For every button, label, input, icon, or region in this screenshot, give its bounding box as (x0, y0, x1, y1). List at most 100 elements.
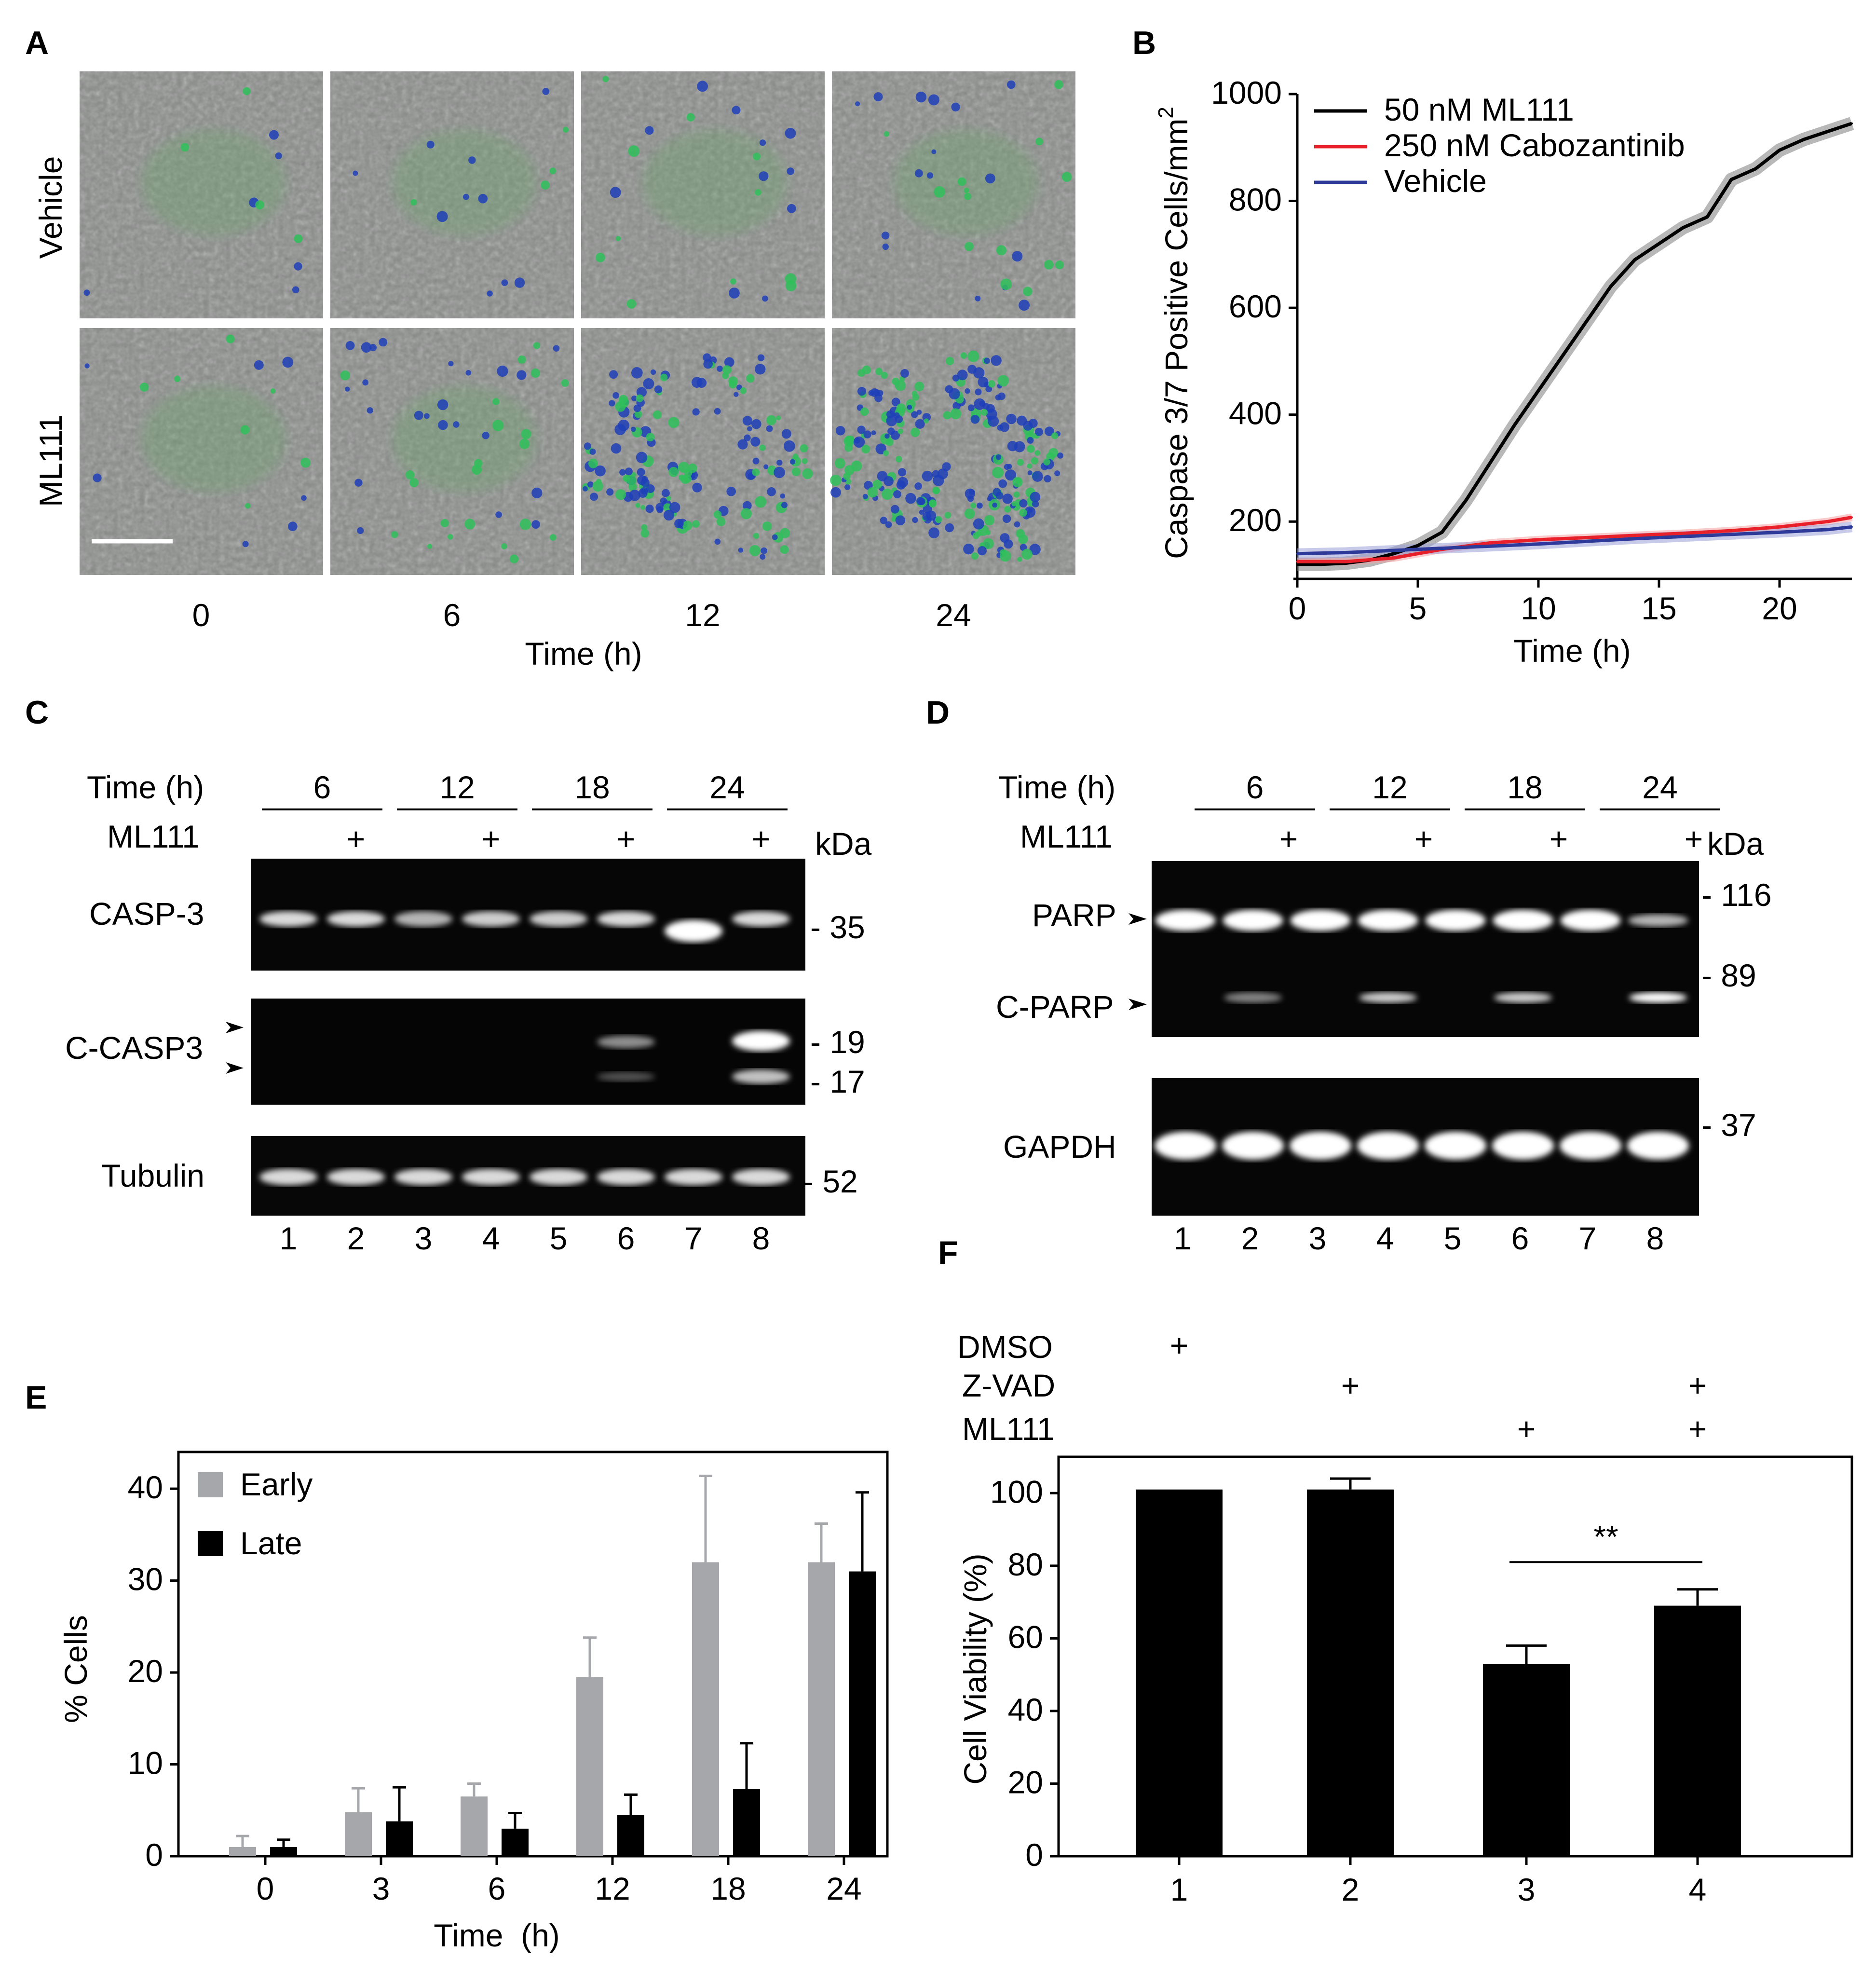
b-data-point (1682, 535, 1684, 538)
blot-band (1425, 910, 1486, 931)
lane-number: 4 (482, 1220, 500, 1256)
b-data-point (1827, 528, 1829, 531)
micrograph-tile (581, 328, 825, 575)
marker-116: - 116 (1701, 877, 1772, 913)
b-data-point (1586, 320, 1588, 322)
blot-band (597, 1169, 655, 1185)
panel-d-kda: kDa (1707, 826, 1764, 862)
b-legend-label: 50 nM ML111 (1384, 92, 1574, 127)
blot-band (1629, 992, 1687, 1003)
lane-time-label: 24 (709, 769, 745, 805)
condition-plus: + (1688, 1368, 1707, 1403)
b-xtick-label: 15 (1641, 590, 1676, 626)
micrograph-tile (80, 328, 323, 575)
b-data-point (1537, 538, 1539, 541)
blot-band (1223, 910, 1283, 931)
b-data-point (1754, 168, 1756, 170)
b-data-point (1682, 226, 1684, 229)
timepoint-label-6: 6 (443, 597, 461, 633)
condition-plus: + (1688, 1411, 1707, 1447)
treatment-plus: + (1550, 821, 1568, 857)
f-xtick-label: 3 (1518, 1872, 1536, 1907)
arrowhead-17-icon (226, 1062, 244, 1074)
lane-number: 8 (1646, 1220, 1664, 1256)
blot-band (462, 911, 520, 927)
blot-band (1493, 910, 1553, 931)
b-data-point (1562, 355, 1563, 357)
e-legend-label: Late (240, 1525, 302, 1561)
blot-label-c-casp3: C-CASP3 (65, 1030, 203, 1066)
panel-d-treatment-label: ML111 (1020, 819, 1113, 854)
b-xtick-label: 10 (1521, 590, 1556, 626)
lane-time-label: 24 (1642, 769, 1677, 805)
e-legend-label: Early (240, 1466, 313, 1502)
marker-52: - 52 (803, 1164, 858, 1199)
lane-number: 3 (1309, 1220, 1327, 1256)
treatment-plus: + (617, 821, 636, 857)
b-legend-label: 250 nM Cabozantinib (1384, 127, 1685, 163)
micrograph-tile (581, 71, 825, 318)
b-data-point (1827, 130, 1829, 133)
panel-label-f: F (938, 1234, 958, 1271)
treatment-plus: + (1279, 821, 1298, 857)
b-data-point (1320, 563, 1322, 565)
f-ytick-label: 100 (990, 1474, 1043, 1509)
condition-plus: + (1341, 1368, 1360, 1403)
lane-time-label: 6 (1246, 769, 1264, 805)
e-bar (270, 1847, 297, 1856)
lane-number: 2 (1241, 1220, 1259, 1256)
cleaved-casp3-blot (251, 999, 805, 1105)
lane-number: 2 (347, 1220, 365, 1256)
blot-band (732, 911, 790, 927)
b-xtick-label: 5 (1409, 590, 1427, 626)
f-bar (1654, 1605, 1741, 1856)
blot-band (462, 1169, 520, 1185)
micrograph-tile (330, 71, 574, 318)
b-data-point (1610, 285, 1612, 288)
blot-band (1492, 1132, 1554, 1160)
panel-label-d: D (926, 694, 950, 731)
f-ytick-label: 60 (1008, 1619, 1043, 1655)
micrograph-tile (330, 328, 574, 575)
lane-number: 3 (415, 1220, 433, 1256)
e-bar (461, 1796, 488, 1856)
b-data-point (1851, 516, 1853, 519)
micrograph-tile (830, 328, 1075, 575)
parp-blot (1152, 861, 1699, 1037)
b-legend-label: Vehicle (1384, 163, 1487, 199)
blot-band (665, 920, 722, 942)
blot-band (732, 1169, 790, 1185)
e-ytick-label: 0 (145, 1837, 163, 1873)
e-ytick-label: 20 (128, 1653, 163, 1689)
panel-a-xlabel: Time (h) (525, 636, 642, 671)
micrograph-tile (80, 71, 323, 318)
e-bar (692, 1562, 719, 1856)
panel-label-e: E (25, 1379, 47, 1416)
e-legend-swatch (198, 1472, 223, 1497)
lane-number: 8 (752, 1220, 770, 1256)
panel-b-ylabel: Caspase 3/7 Positive Cells/mm2 (1154, 107, 1194, 559)
row-label-vehicle: Vehicle (33, 156, 68, 259)
blot-band (530, 1169, 587, 1185)
marker-17: - 17 (810, 1064, 865, 1099)
lane-time-label: 18 (574, 769, 610, 805)
b-ytick-label: 800 (1229, 182, 1282, 218)
condition-label-ml111: ML111 (962, 1411, 1055, 1447)
b-data-point (1489, 462, 1491, 464)
f-plot-frame (1057, 1455, 1853, 1858)
panel-d-western-blot: Time (h) ML111 kDa 6+12+18+24+ PARP C-PA… (996, 769, 1772, 1256)
condition-label-zvad: Z-VAD (962, 1368, 1055, 1403)
blot-band (394, 911, 452, 927)
blot-band (327, 911, 385, 927)
b-series-line (1297, 122, 1853, 566)
blot-band (732, 1031, 790, 1051)
marker-89: - 89 (1701, 958, 1756, 993)
b-data-point (1730, 530, 1732, 532)
blot-band (394, 1169, 452, 1185)
blot-band (1290, 910, 1351, 931)
treatment-plus: + (1414, 821, 1433, 857)
panel-a-micrographs: Vehicle ML111 0 6 12 24 Time (h) (33, 71, 1075, 671)
b-data-point (1513, 424, 1515, 426)
f-bar (1136, 1489, 1223, 1856)
